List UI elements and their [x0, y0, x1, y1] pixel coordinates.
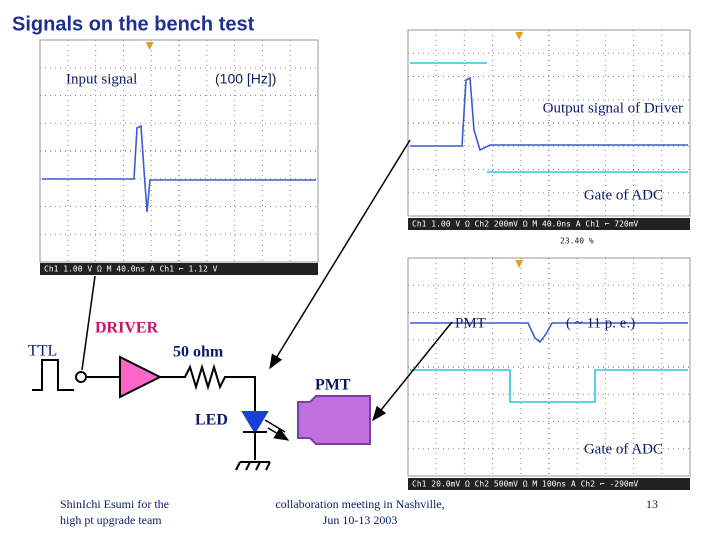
pmt-label: PMT — [455, 315, 486, 331]
readout: 23.40 % — [560, 237, 594, 246]
pmt — [297, 395, 371, 445]
arrow — [81, 275, 96, 371]
arrow — [269, 139, 411, 370]
ttl-label: TTL — [28, 343, 57, 360]
gate-label: Gate of ADC — [584, 441, 663, 457]
input-label: Input signal — [66, 71, 137, 87]
readout: Ch1 1.00 V Ω M 40.0ns A Ch1 ⌐ 1.12 V — [44, 265, 218, 274]
footer-meeting: Jun 10-13 2003 — [323, 513, 398, 527]
led — [241, 411, 269, 434]
readout: Ch1 1.00 V Ω Ch2 200mV Ω M 40.0ns A Ch1 … — [412, 220, 639, 229]
circuit — [32, 139, 453, 471]
page-number: 13 — [646, 497, 658, 511]
trace — [42, 124, 316, 213]
terminal — [75, 371, 87, 383]
trace — [410, 62, 688, 173]
driver-label: DRIVER — [95, 320, 159, 337]
ttl-pulse — [32, 359, 74, 391]
trace — [410, 322, 688, 344]
gate-label: Gate of ADC — [584, 187, 663, 203]
scope-readout-bar — [408, 218, 690, 230]
scope-readout-bar — [40, 263, 318, 275]
trace — [410, 369, 688, 403]
pmt-box-label: PMT — [315, 377, 351, 394]
trace — [410, 76, 688, 152]
rate-label: (100 [Hz]) — [215, 71, 276, 87]
led-label: LED — [195, 412, 228, 429]
footer-meeting: collaboration meeting in Nashville, — [275, 497, 444, 511]
wire — [86, 363, 271, 471]
trigger-marker — [515, 260, 524, 268]
output-label: Output signal of Driver — [543, 100, 683, 116]
light — [264, 419, 288, 440]
driver — [119, 355, 163, 399]
readout: Ch1 20.0mV Ω Ch2 500mV Ω M 100ns A Ch2 ⌐… — [412, 480, 639, 489]
footer-author: high pt upgrade team — [60, 513, 162, 527]
resistor-label: 50 ohm — [173, 344, 224, 361]
pe-label: ( ~ 11 p. e.) — [566, 315, 635, 331]
title: Signals on the bench test — [12, 13, 255, 35]
arrow — [372, 321, 453, 422]
footer-author: ShinIchi Esumi for the — [60, 497, 169, 511]
scopes — [39, 29, 691, 490]
scope-readout-bar — [408, 478, 690, 490]
trigger-marker — [515, 32, 524, 40]
trigger-marker — [145, 42, 154, 50]
